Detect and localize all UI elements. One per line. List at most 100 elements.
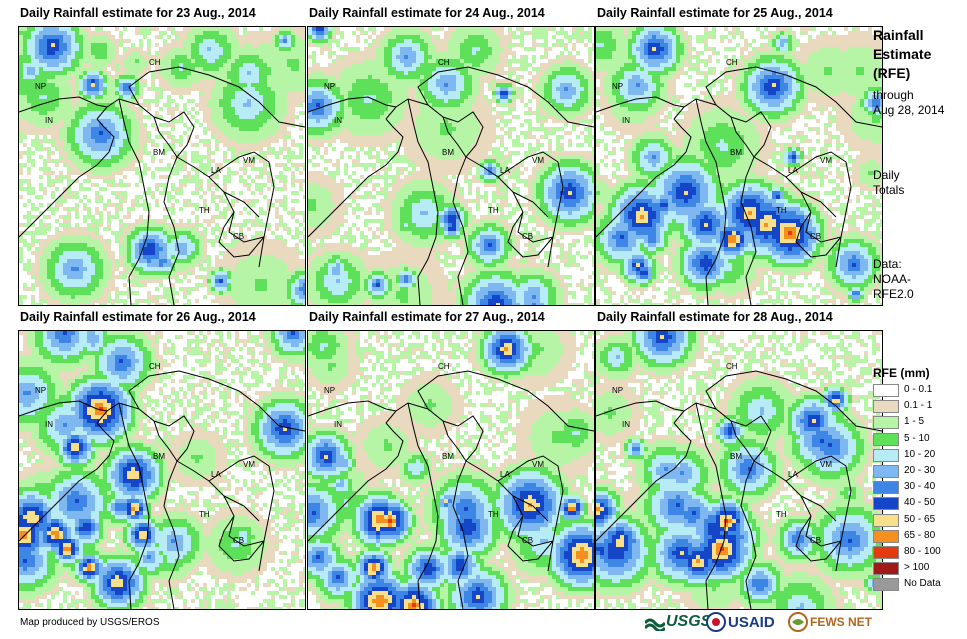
country-label-vm: VM	[243, 460, 255, 469]
legend-label: 50 - 65	[904, 514, 935, 525]
country-borders	[308, 66, 594, 305]
country-label-la: LA	[500, 166, 510, 175]
rainfall-cells	[19, 27, 305, 305]
country-borders	[19, 370, 305, 609]
legend-swatch	[873, 448, 899, 462]
country-label-cb: CB	[233, 232, 244, 241]
country-label-bm: BM	[442, 148, 454, 157]
fews-net-logo: FEWS NET	[788, 610, 872, 634]
country-borders	[308, 370, 594, 609]
panel-title: Daily Rainfall estimate for 24 Aug., 201…	[309, 6, 545, 20]
legend-label: 10 - 20	[904, 449, 935, 460]
usaid-logo: USAID	[706, 610, 775, 634]
rainfall-map: CH NP IN BM LA VM TH CB	[595, 26, 883, 306]
country-label-cb: CB	[522, 536, 533, 545]
panel-26-aug: Daily Rainfall estimate for 26 Aug., 201…	[18, 310, 308, 610]
legend-swatch	[873, 384, 899, 397]
country-label-vm: VM	[243, 156, 255, 165]
country-label-in: IN	[45, 116, 53, 125]
map-credit: Map produced by USGS/EROS	[20, 617, 160, 628]
legend-item: 0 - 0.1	[873, 383, 963, 399]
country-label-vm: VM	[820, 460, 832, 469]
legend-item: 40 - 50	[873, 496, 963, 512]
sidebar-title: Rainfall Estimate (RFE)	[873, 26, 931, 83]
country-label-th: TH	[199, 510, 210, 519]
panel-24-aug: Daily Rainfall estimate for 24 Aug., 201…	[307, 6, 597, 306]
rainfall-cells	[308, 331, 594, 609]
legend-item: 50 - 65	[873, 513, 963, 529]
country-label-np: NP	[612, 82, 623, 91]
legend-swatch	[873, 481, 899, 495]
country-label-ch: CH	[149, 362, 161, 371]
rainfall-map: CH NP IN BM LA VM TH CB	[595, 330, 883, 610]
country-label-th: TH	[776, 510, 787, 519]
country-label-in: IN	[45, 420, 53, 429]
rainfall-map: CH NP IN BM LA VM TH CB	[18, 330, 306, 610]
panel-title: Daily Rainfall estimate for 25 Aug., 201…	[597, 6, 833, 20]
country-label-np: NP	[324, 386, 335, 395]
country-label-np: NP	[612, 386, 623, 395]
country-borders	[19, 66, 305, 305]
rainfall-cells	[596, 331, 882, 609]
country-label-bm: BM	[730, 148, 742, 157]
legend-item: 1 - 5	[873, 415, 963, 431]
country-label-bm: BM	[153, 452, 165, 461]
country-label-la: LA	[500, 470, 510, 479]
country-label-vm: VM	[532, 156, 544, 165]
country-label-ch: CH	[726, 58, 738, 67]
panel-title: Daily Rainfall estimate for 26 Aug., 201…	[20, 310, 256, 324]
legend-swatch	[873, 578, 899, 592]
legend-item: 20 - 30	[873, 464, 963, 480]
country-label-bm: BM	[730, 452, 742, 461]
legend-title: RFE (mm)	[873, 366, 930, 380]
legend-label: 5 - 10	[904, 433, 930, 444]
legend-swatch	[873, 400, 899, 414]
legend-swatch	[873, 513, 899, 527]
country-label-in: IN	[334, 420, 342, 429]
country-label-in: IN	[622, 420, 630, 429]
rainfall-cells	[308, 27, 594, 305]
panel-23-aug: Daily Rainfall estimate for 23 Aug., 201…	[18, 6, 308, 306]
legend-label: 20 - 30	[904, 465, 935, 476]
country-label-in: IN	[622, 116, 630, 125]
usgs-mark-icon	[645, 618, 665, 631]
legend-swatch	[873, 416, 899, 430]
country-label-np: NP	[324, 82, 335, 91]
rainfall-cells	[596, 27, 882, 305]
country-label-la: LA	[788, 166, 798, 175]
legend-item: > 100	[873, 561, 963, 577]
sidebar-data: Data: NOAA- RFE2.0	[873, 257, 914, 302]
country-label-th: TH	[776, 206, 787, 215]
legend-swatch	[873, 465, 899, 478]
country-label-la: LA	[211, 470, 221, 479]
legend-swatch	[873, 432, 899, 446]
rainfall-cells	[19, 331, 305, 609]
country-label-th: TH	[488, 510, 499, 519]
country-label-in: IN	[334, 116, 342, 125]
fews-globe-icon	[788, 612, 808, 632]
legend-label: 30 - 40	[904, 481, 935, 492]
country-label-cb: CB	[233, 536, 244, 545]
panel-title: Daily Rainfall estimate for 28 Aug., 201…	[597, 310, 833, 324]
country-label-la: LA	[788, 470, 798, 479]
country-label-th: TH	[488, 206, 499, 215]
legend-item: 10 - 20	[873, 448, 963, 464]
country-label-bm: BM	[153, 148, 165, 157]
legend-label: 80 - 100	[904, 546, 941, 557]
sidebar-daily: Daily Totals	[873, 168, 904, 198]
country-label-vm: VM	[820, 156, 832, 165]
country-label-la: LA	[211, 166, 221, 175]
legend-label: 0.1 - 1	[904, 400, 932, 411]
legend-label: No Data	[904, 578, 941, 589]
country-label-cb: CB	[522, 232, 533, 241]
country-borders	[596, 66, 882, 305]
legend-label: 0 - 0.1	[904, 384, 932, 395]
legend-label: > 100	[904, 562, 929, 573]
country-label-bm: BM	[442, 452, 454, 461]
legend-label: 1 - 5	[904, 416, 924, 427]
legend-swatch	[873, 546, 899, 559]
country-label-ch: CH	[438, 362, 450, 371]
usgs-logo: USGS	[645, 610, 711, 634]
country-label-np: NP	[35, 386, 46, 395]
country-label-th: TH	[199, 206, 210, 215]
